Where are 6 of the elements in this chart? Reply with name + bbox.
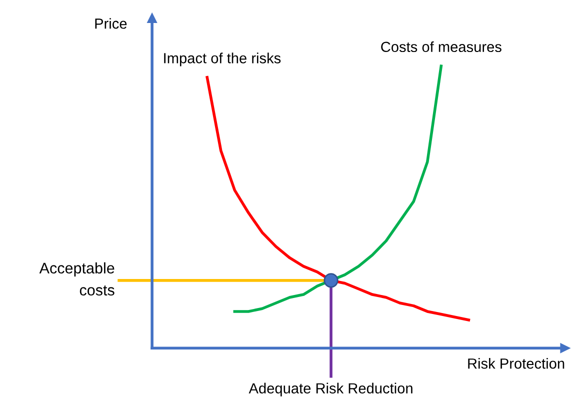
ref-line-label: Acceptable costs <box>39 262 114 296</box>
x-axis-title: Risk Protection <box>468 358 564 369</box>
series-label: Costs of measures <box>381 41 502 52</box>
text: Adequate Risk Reduction <box>248 382 412 396</box>
y-axis-title: Price <box>95 18 127 29</box>
series-label: Impact of the risks <box>164 52 281 66</box>
